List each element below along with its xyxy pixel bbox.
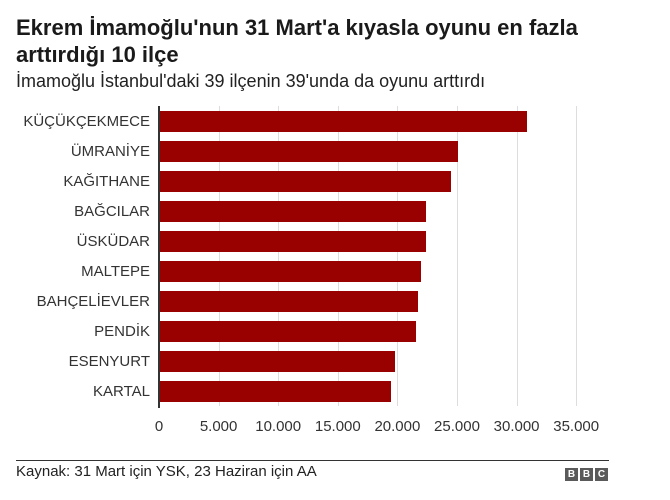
category-label: ÜSKÜDAR (76, 233, 150, 250)
bbc-logo-letter: B (565, 468, 578, 481)
bar-row: KÜÇÜKÇEKMECE (0, 111, 670, 132)
category-label: BAĞCILAR (74, 203, 150, 220)
category-label: ÜMRANİYE (70, 143, 150, 160)
bbc-logo-letter: B (580, 468, 593, 481)
x-tick-label: 10.000 (255, 418, 302, 435)
bar (159, 231, 426, 252)
bar (159, 321, 416, 342)
bar (159, 291, 418, 312)
bbc-logo-letter: C (595, 468, 608, 481)
gridline (457, 106, 458, 406)
category-label: ESENYURT (68, 353, 150, 370)
gridline (338, 106, 339, 406)
footer-rule (16, 460, 609, 461)
x-tick-label: 30.000 (493, 418, 540, 435)
bar-row: ESENYURT (0, 351, 670, 372)
bar (159, 111, 527, 132)
bar-row: ÜSKÜDAR (0, 231, 670, 252)
category-label: MALTEPE (81, 263, 150, 280)
bar-row: KAĞITHANE (0, 171, 670, 192)
bar-row: MALTEPE (0, 261, 670, 282)
gridline (397, 106, 398, 406)
bar-row: KARTAL (0, 381, 670, 402)
source-note: Kaynak: 31 Mart için YSK, 23 Haziran içi… (16, 463, 317, 480)
bar (159, 141, 458, 162)
bar (159, 351, 395, 372)
bar-row: ÜMRANİYE (0, 141, 670, 162)
gridline (517, 106, 518, 406)
gridline (278, 106, 279, 406)
category-label: PENDİK (94, 323, 150, 340)
chart-title: Ekrem İmamoğlu'nun 31 Mart'a kıyasla oyu… (16, 15, 578, 67)
category-label: KARTAL (93, 383, 150, 400)
bbc-logo: B B C (565, 468, 608, 481)
gridline (576, 106, 577, 406)
x-tick-label: 20.000 (374, 418, 421, 435)
bar-row: BAHÇELİEVLER (0, 291, 670, 312)
gridline (219, 106, 220, 406)
x-tick-label: 35.000 (553, 418, 600, 435)
category-label: KÜÇÜKÇEKMECE (23, 113, 150, 130)
bar-chart-plot-area: KÜÇÜKÇEKMECE ÜMRANİYE KAĞITHANE BAĞCILAR ÜSK… (0, 100, 670, 410)
x-tick-label: 0 (154, 418, 164, 435)
y-axis-line (158, 106, 160, 408)
chart-subtitle: İmamoğlu İstanbul'daki 39 ilçenin 39'und… (16, 71, 486, 91)
x-tick-label: 25.000 (434, 418, 480, 435)
bar (159, 201, 426, 222)
category-label: BAHÇELİEVLER (36, 293, 150, 310)
x-tick-label: 15.000 (314, 418, 361, 435)
bar-row: PENDİK (0, 321, 670, 342)
bar-row: BAĞCILAR (0, 201, 670, 222)
x-tick-label: 5.000 (199, 418, 238, 435)
bar (159, 261, 421, 282)
bar (159, 381, 391, 402)
category-label: KAĞITHANE (63, 173, 150, 190)
bar (159, 171, 451, 192)
